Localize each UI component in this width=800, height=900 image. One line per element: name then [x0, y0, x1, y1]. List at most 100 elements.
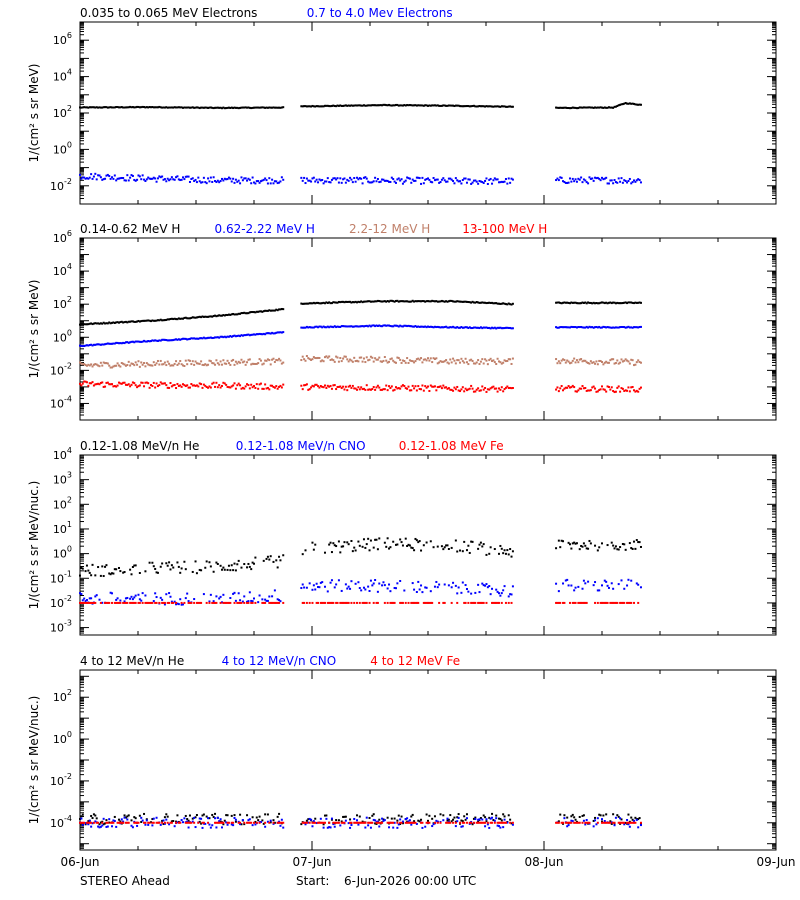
- data-point: [628, 326, 631, 329]
- data-point: [599, 601, 602, 604]
- data-point: [268, 558, 271, 561]
- data-point: [436, 386, 439, 389]
- data-point: [638, 179, 641, 182]
- data-point: [559, 362, 562, 365]
- data-point: [143, 339, 146, 342]
- data-point: [262, 310, 265, 313]
- data-point: [322, 821, 325, 824]
- data-point: [99, 574, 102, 577]
- data-point: [209, 593, 212, 596]
- data-point: [617, 385, 620, 388]
- data-point: [233, 562, 236, 565]
- data-point: [318, 386, 321, 389]
- data-point: [464, 584, 467, 587]
- data-point: [432, 823, 435, 826]
- data-point: [124, 821, 127, 824]
- data-point: [638, 301, 641, 304]
- data-point: [271, 309, 274, 312]
- data-point: [449, 814, 452, 817]
- data-point: [87, 323, 90, 326]
- data-point: [134, 601, 137, 604]
- data-point: [333, 384, 336, 387]
- data-point: [126, 321, 129, 324]
- data-point: [278, 599, 281, 602]
- data-point: [436, 325, 439, 328]
- data-point: [243, 821, 246, 824]
- data-point: [509, 303, 512, 306]
- data-point: [204, 181, 207, 184]
- data-point: [350, 104, 353, 107]
- data-point: [401, 359, 404, 362]
- data-point: [311, 588, 314, 591]
- data-point: [410, 821, 413, 824]
- data-point: [232, 107, 235, 110]
- data-point: [127, 179, 130, 182]
- data-point: [449, 177, 452, 180]
- data-point: [401, 820, 404, 823]
- data-point: [428, 300, 431, 303]
- data-point: [566, 182, 569, 185]
- data-point: [172, 601, 175, 604]
- data-point: [496, 824, 499, 827]
- data-point: [85, 601, 88, 604]
- data-point: [257, 362, 260, 365]
- data-point: [399, 179, 402, 182]
- data-point: [193, 601, 196, 604]
- data-point: [321, 385, 324, 388]
- data-point: [599, 814, 602, 817]
- data-point: [166, 815, 169, 818]
- data-point: [484, 301, 487, 304]
- data-point: [90, 601, 93, 604]
- legend-entry: 0.035 to 0.065 MeV Electrons: [80, 6, 257, 20]
- data-point: [603, 177, 606, 180]
- data-point: [241, 361, 244, 364]
- data-point: [301, 355, 304, 358]
- data-point: [420, 104, 423, 107]
- data-point: [349, 176, 352, 179]
- data-point: [623, 326, 626, 329]
- data-point: [392, 389, 395, 392]
- data-point: [587, 547, 590, 550]
- data-point: [425, 813, 428, 816]
- data-point: [603, 302, 606, 305]
- data-point: [108, 821, 111, 824]
- data-point: [79, 361, 81, 364]
- data-point: [453, 182, 456, 185]
- data-point: [450, 820, 453, 823]
- data-point: [374, 104, 377, 107]
- data-point: [364, 176, 367, 179]
- data-point: [584, 301, 587, 304]
- data-point: [329, 358, 332, 361]
- series-4: [79, 380, 642, 394]
- data-point: [367, 180, 370, 183]
- data-point: [376, 601, 379, 604]
- data-point: [311, 104, 314, 107]
- data-point: [282, 821, 285, 824]
- data-point: [362, 325, 365, 328]
- data-point: [229, 106, 232, 109]
- data-point: [208, 359, 211, 362]
- data-point: [459, 390, 462, 393]
- data-point: [319, 302, 322, 305]
- data-point: [390, 357, 393, 360]
- data-point: [472, 821, 475, 824]
- data-point: [555, 106, 558, 109]
- data-point: [420, 388, 423, 391]
- data-point: [233, 313, 236, 316]
- data-point: [253, 597, 255, 600]
- data-point: [354, 325, 357, 328]
- data-point: [361, 821, 364, 824]
- data-point: [187, 821, 190, 824]
- data-point: [559, 106, 562, 109]
- data-point: [353, 387, 356, 390]
- data-point: [507, 105, 510, 108]
- data-point: [212, 601, 215, 604]
- data-point: [278, 812, 281, 815]
- data-point: [560, 176, 563, 179]
- data-point: [635, 103, 638, 106]
- data-point: [106, 821, 109, 824]
- data-point: [399, 324, 402, 327]
- data-point: [158, 339, 161, 342]
- data-point: [392, 540, 395, 543]
